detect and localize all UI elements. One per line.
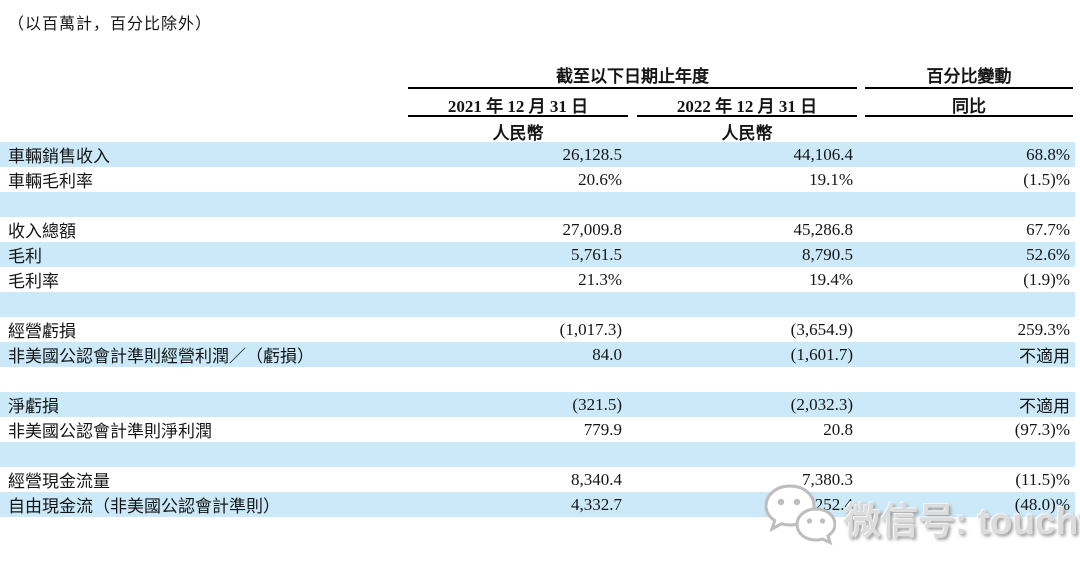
table-row-net-loss: 淨虧損 (321.5) (2,032.3) 不適用 [0,392,1075,417]
row-label: 自由現金流（非美國公認會計準則） [8,497,280,516]
row-label: 非美國公認會計準則淨利潤 [8,422,212,441]
value-2022: 7,380.3 [802,469,853,489]
value-2021: 8,340.4 [571,469,622,489]
value-yoy: (1.5)% [1023,169,1070,189]
value-2021: 27,009.8 [562,219,623,239]
row-label: 經營現金流量 [8,472,110,491]
row-label: 車輛毛利率 [8,172,93,191]
table-row-free-cashflow: 自由現金流（非美國公認會計準則） 4,332.7 2,252.4 (48.0)% [0,492,1075,517]
value-yoy: 67.7% [1026,219,1070,239]
value-2022: 19.4% [809,269,853,289]
value-2022: 8,790.5 [802,244,853,264]
table-row-nongaap-net: 非美國公認會計準則淨利潤 779.9 20.8 (97.3)% [0,417,1075,442]
spacer-row [0,442,1075,467]
value-yoy: (11.5)% [1015,469,1070,489]
value-2022: 19.1% [809,169,853,189]
rule-under-change-group [865,87,1073,89]
header-currency-2021: 人民幣 [492,124,544,143]
table-row-vehicle-sales: 車輛銷售收入 26,128.5 44,106.4 68.8% [0,142,1075,167]
table-row-operating-loss: 經營虧損 (1,017.3) (3,654.9) 259.3% [0,317,1075,342]
value-2022: (1,601.7) [790,344,853,364]
header-currency-2022: 人民幣 [721,124,773,143]
header-period-group: 截至以下日期止年度 [556,67,709,86]
value-2022: 45,286.8 [793,219,854,239]
row-label: 經營虧損 [8,322,76,341]
wechat-icon [762,482,837,553]
value-2021: (321.5) [572,394,622,414]
spacer-row [0,292,1075,317]
header-date-2022: 2022 年 12 月 31 日 [676,97,818,116]
table-row-total-revenue: 收入總額 27,009.8 45,286.8 67.7% [0,217,1075,242]
value-2021: 84.0 [592,344,622,364]
value-yoy: (1.9)% [1023,269,1070,289]
row-label: 毛利 [8,247,42,266]
row-label: 淨虧損 [8,397,59,416]
value-2022: (2,032.3) [790,394,853,414]
value-2021: 5,761.5 [571,244,622,264]
value-yoy: 不適用 [1019,347,1070,366]
row-label: 車輛銷售收入 [8,147,110,166]
header-change-group: 百分比變動 [926,67,1012,86]
row-label: 非美國公認會計準則經營利潤／（虧損） [8,347,314,366]
value-2021: 26,128.5 [562,144,623,164]
value-yoy: 不適用 [1019,397,1070,416]
financial-table-body: 車輛銷售收入 26,128.5 44,106.4 68.8% 車輛毛利率 20.… [0,142,1075,517]
value-2022: 20.8 [823,419,853,439]
value-2022: 44,106.4 [793,144,854,164]
watermark: 微信号: touchweb [762,482,1080,553]
rule-under-date-2021 [408,115,628,117]
row-label: 收入總額 [8,222,76,241]
value-yoy: (97.3)% [1014,419,1070,439]
header-yoy: 同比 [952,97,986,116]
value-yoy: 52.6% [1026,244,1070,264]
watermark-text: 微信号: touchweb [844,500,1080,542]
header-date-2021: 2021 年 12 月 31 日 [447,97,589,116]
rule-under-period-group [408,87,857,89]
rule-under-yoy [865,115,1073,117]
value-2021: 4,332.7 [571,494,622,514]
units-note: （以百萬計，百分比除外） [8,16,213,33]
value-yoy: 68.8% [1026,144,1070,164]
value-yoy: (48.0)% [1014,494,1070,514]
value-2021: 21.3% [578,269,622,289]
value-yoy: 259.3% [1017,319,1070,339]
spacer-row [0,367,1075,392]
spacer-row [0,192,1075,217]
table-row-operating-cashflow: 經營現金流量 8,340.4 7,380.3 (11.5)% [0,467,1075,492]
table-row-nongaap-operating: 非美國公認會計準則經營利潤／（虧損） 84.0 (1,601.7) 不適用 [0,342,1075,367]
rule-under-date-2022 [637,115,857,117]
value-2021: (1,017.3) [559,319,622,339]
table-row-vehicle-margin: 車輛毛利率 20.6% 19.1% (1.5)% [0,167,1075,192]
value-2021: 20.6% [578,169,622,189]
value-2021: 779.9 [583,419,622,439]
value-2022: (3,654.9) [790,319,853,339]
row-label: 毛利率 [8,272,59,291]
table-row-gross-profit: 毛利 5,761.5 8,790.5 52.6% [0,242,1075,267]
table-row-gross-margin: 毛利率 21.3% 19.4% (1.9)% [0,267,1075,292]
